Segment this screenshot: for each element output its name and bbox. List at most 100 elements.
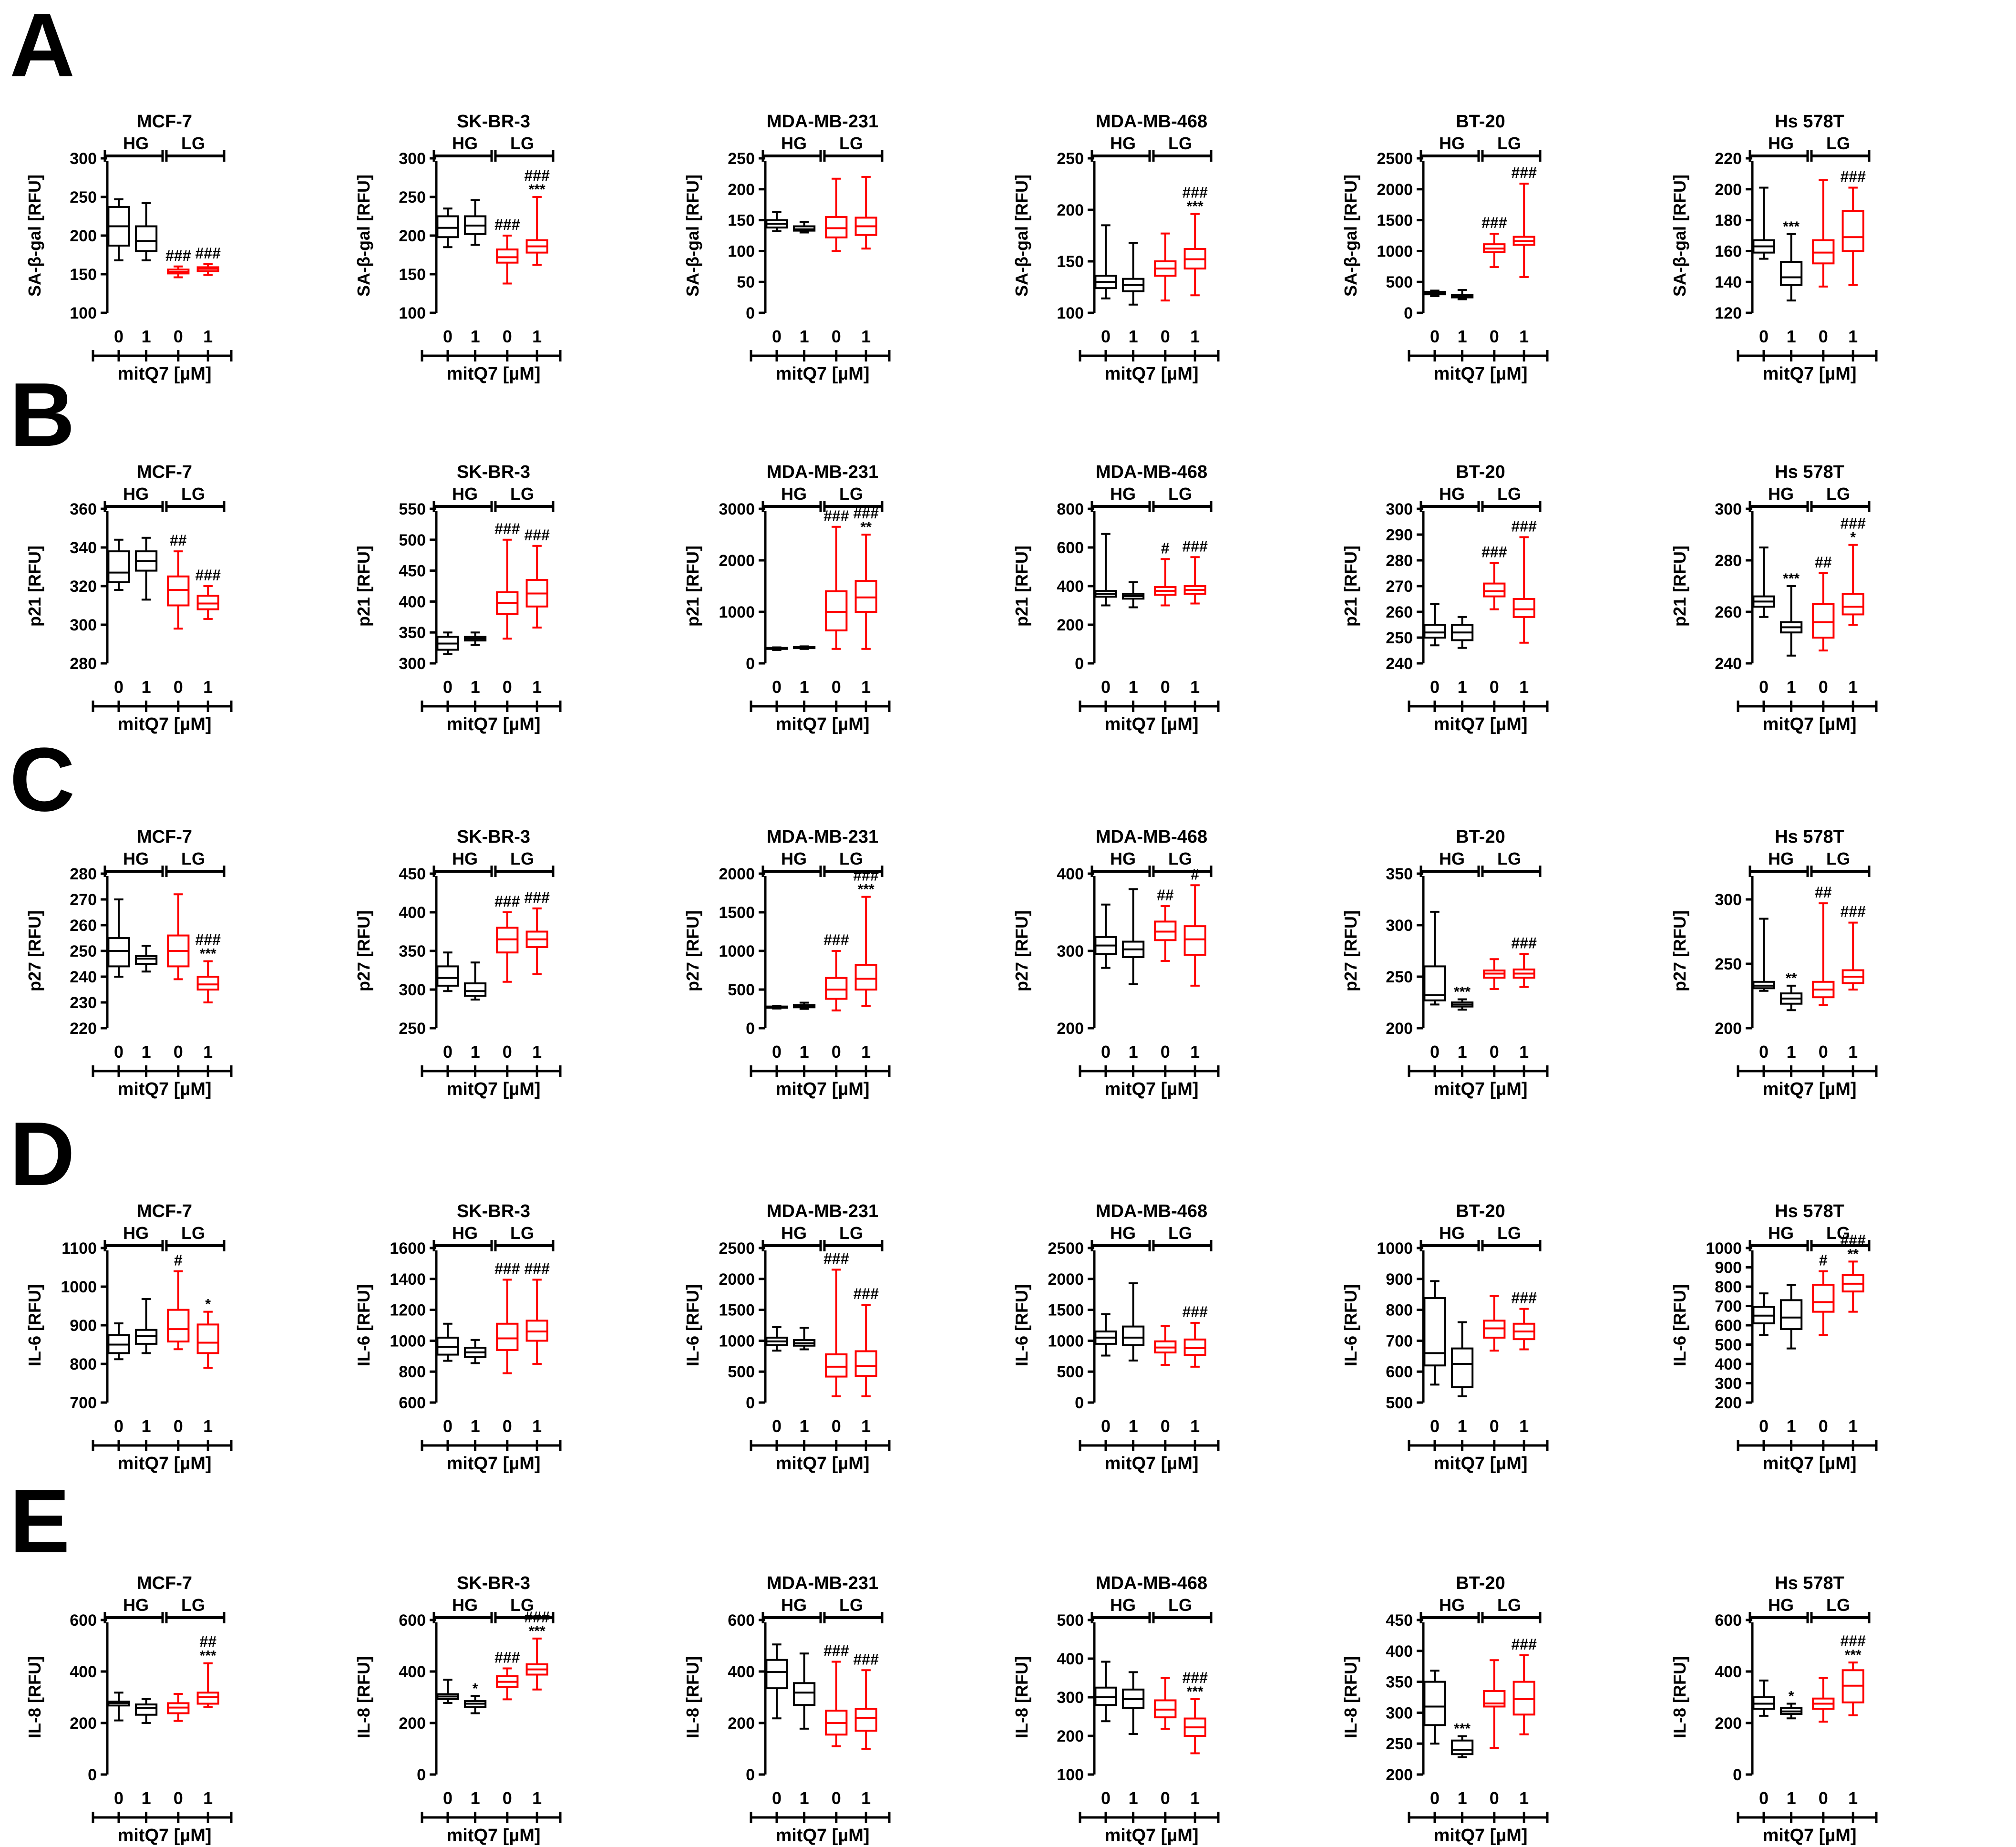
significance-label: ** — [1786, 970, 1797, 986]
box-hg-1 — [135, 1698, 158, 1724]
box-lg-0: ### — [823, 1642, 849, 1747]
box-hg-1 — [464, 961, 487, 1001]
y-tick-label: 270 — [70, 891, 97, 909]
x-axis-label: mitQ7 [µM] — [1762, 714, 1856, 734]
x-tick-label: 1 — [861, 1788, 871, 1808]
lg-label: LG — [839, 1595, 863, 1615]
panel-title: MCF-7 — [137, 1573, 192, 1593]
x-tick-label: 0 — [174, 327, 183, 346]
lg-label: LG — [839, 134, 863, 153]
box-lg-0 — [167, 893, 190, 980]
x-tick-label: 1 — [1848, 1788, 1858, 1808]
y-tick-label: 280 — [70, 655, 97, 673]
row-letter-C: C — [10, 729, 75, 830]
y-tick-label: 450 — [399, 865, 426, 883]
box-hg-0 — [107, 1692, 130, 1722]
y-tick-label: 2000 — [719, 865, 755, 883]
box-iqr — [854, 1350, 877, 1377]
x-tick-label: 1 — [861, 327, 871, 346]
x-tick-label: 1 — [1458, 677, 1467, 697]
box-lg-1: ### — [195, 567, 221, 620]
box-hg-1 — [135, 537, 158, 601]
box-iqr — [1094, 1686, 1117, 1706]
box-hg-0 — [1752, 918, 1775, 992]
y-tick-label: 450 — [1386, 1611, 1413, 1630]
x-tick-label: 0 — [1101, 1788, 1111, 1808]
hg-label: HG — [1768, 849, 1794, 868]
lg-label: LG — [839, 1223, 863, 1243]
y-tick-label: 280 — [1386, 552, 1413, 570]
box-hg-0 — [1423, 1280, 1446, 1386]
box-iqr — [793, 1682, 816, 1706]
lg-label: LG — [510, 1223, 534, 1243]
hg-label: HG — [781, 134, 807, 153]
box-iqr — [1122, 1325, 1145, 1346]
box-hg-0 — [1752, 1679, 1775, 1717]
y-tick-label: 280 — [1715, 552, 1742, 570]
box-iqr — [1451, 1347, 1474, 1388]
row-letter-E: E — [10, 1471, 70, 1572]
box-hg-0 — [765, 1326, 788, 1352]
y-tick-label: 150 — [70, 266, 97, 284]
box-hg-0 — [1752, 547, 1775, 618]
box-iqr — [135, 225, 158, 252]
x-tick-label: 1 — [203, 1788, 213, 1808]
y-tick-label: 500 — [1715, 1336, 1742, 1354]
y-tick-label: 500 — [728, 1363, 755, 1381]
x-tick-label: 1 — [471, 327, 480, 346]
box-lg-1: **### — [1841, 1231, 1866, 1313]
y-tick-label: 1600 — [390, 1239, 426, 1258]
x-tick-label: 1 — [1458, 1416, 1467, 1436]
y-tick-label: 600 — [1715, 1317, 1742, 1335]
y-axis-label: IL-8 [RFU] — [1012, 1656, 1031, 1738]
hg-label: HG — [1439, 484, 1465, 504]
y-tick-label: 300 — [1386, 1704, 1413, 1722]
lg-label: LG — [510, 484, 534, 504]
y-axis-label: SA-β-gal [RFU] — [1341, 175, 1360, 297]
box-iqr — [107, 937, 130, 968]
x-tick-label: 1 — [203, 1042, 213, 1062]
y-tick-label: 2500 — [719, 1239, 755, 1258]
y-tick-label: 0 — [1075, 1394, 1084, 1412]
x-axis-label: mitQ7 [µM] — [1433, 1826, 1527, 1846]
box-hg-0 — [765, 211, 788, 232]
box-lg-0 — [1483, 1295, 1506, 1352]
box-hg-0 — [1423, 603, 1446, 647]
box-lg-0: ### — [494, 1649, 520, 1701]
x-axis-label: mitQ7 [µM] — [117, 1454, 211, 1474]
x-tick-label: 1 — [532, 327, 542, 346]
x-tick-label: 0 — [174, 1788, 183, 1808]
x-tick-label: 1 — [1458, 1042, 1467, 1062]
x-tick-label: 0 — [1490, 1416, 1499, 1436]
significance-label: * — [473, 1681, 478, 1696]
box-hg-1 — [793, 1001, 816, 1010]
box-hg-1: *** — [1451, 1721, 1474, 1758]
lg-label: LG — [839, 849, 863, 868]
box-lg-1: * — [196, 1297, 219, 1369]
x-axis-label: mitQ7 [µM] — [775, 714, 869, 734]
significance-label: ### — [494, 1649, 520, 1666]
y-tick-label: 290 — [1386, 526, 1413, 544]
hg-label: HG — [1110, 1595, 1136, 1615]
x-tick-label: 0 — [1759, 327, 1769, 346]
y-tick-label: 270 — [1386, 578, 1413, 596]
x-tick-label: 1 — [203, 1416, 213, 1436]
x-tick-label: 1 — [471, 1042, 480, 1062]
y-tick-label: 250 — [399, 1020, 426, 1038]
box-iqr — [765, 1659, 788, 1690]
x-tick-label: 1 — [1787, 327, 1796, 346]
y-axis-label: SA-β-gal [RFU] — [1670, 175, 1689, 297]
y-tick-label: 0 — [88, 1766, 97, 1784]
box-iqr — [167, 575, 190, 607]
box-iqr — [1451, 1739, 1474, 1755]
lg-label: LG — [1168, 484, 1192, 504]
y-tick-label: 1500 — [719, 904, 755, 922]
box-iqr — [464, 982, 487, 997]
box-lg-0: ### — [165, 247, 191, 279]
x-tick-label: 0 — [832, 1416, 841, 1436]
x-tick-label: 0 — [1430, 1042, 1440, 1062]
box-iqr — [135, 1703, 158, 1716]
